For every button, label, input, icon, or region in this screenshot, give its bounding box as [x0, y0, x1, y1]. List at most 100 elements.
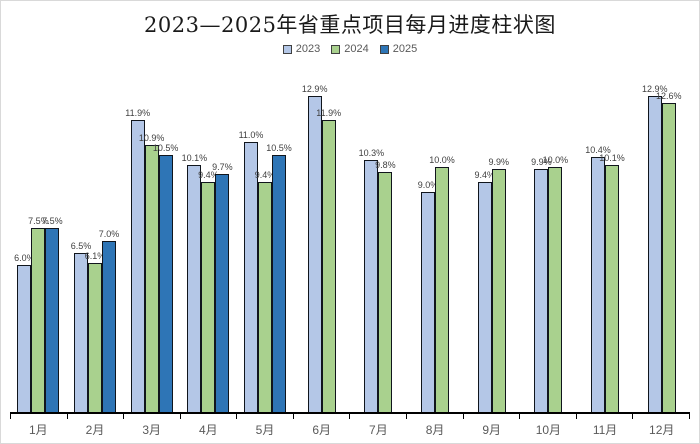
month-label-7月: 7月 [369, 423, 388, 437]
bar-value-label: 12.9% [641, 84, 668, 94]
bar-group-2月: 6.5% 6.1% 7.0% [67, 229, 124, 413]
bar-2024-4月: 9.4% [198, 170, 219, 413]
bar-group-11月: 10.4% 10.1% [577, 145, 634, 413]
chart-title: 2023—2025年省重点项目每月进度柱状图 [144, 13, 556, 37]
bar-2024-10月: 10.0% [543, 155, 568, 413]
bar-2023-5月: 11.0% [239, 130, 263, 413]
axis-tick-cell [236, 414, 293, 419]
bar-value-label: 9.4% [474, 170, 495, 180]
month-label-11月: 11月 [592, 423, 618, 437]
axis-tick-cell [406, 414, 463, 419]
bar-group-5月: 11.0% 9.4% 10.5% [237, 130, 294, 413]
month-label-3月: 3月 [142, 423, 162, 437]
month-label-6月: 6月 [312, 423, 332, 437]
axis-tick-cell [66, 414, 124, 419]
axis-tick-cell [179, 414, 237, 419]
axis-tick-cell [519, 414, 576, 419]
bar-2023-11月: 10.4% [585, 145, 611, 413]
bar-value-label: 10.1% [599, 153, 625, 163]
bar-2024-8月: 10.0% [429, 155, 455, 413]
bar-value-label: 10.4% [585, 145, 611, 155]
bar-value-label: 6.1% [84, 251, 106, 261]
month-label-5月: 5月 [255, 423, 275, 437]
bar-value-label: 11.9% [316, 108, 342, 118]
legend-swatch-2025 [379, 44, 389, 54]
bar-value-label: 7.5% [28, 216, 49, 226]
bar-value-label: 9.7% [212, 162, 233, 172]
axis-tick-cell [292, 414, 350, 419]
bar-group-4月: 10.1% 9.4% 9.7% [180, 153, 237, 413]
bar-value-label: 10.9% [138, 133, 165, 143]
bar-2024-3月: 10.9% [139, 133, 164, 413]
bar-2025-1月: 7.5% [42, 216, 63, 413]
bar-value-label: 6.0% [14, 253, 35, 263]
month-label-4月: 4月 [199, 423, 218, 437]
axis-tick-cell [10, 414, 67, 419]
bar-value-label: 7.0% [98, 229, 120, 239]
bar-group-9月: 9.4% 9.9% [463, 157, 520, 413]
bar-2025-5月: 10.5% [266, 143, 292, 413]
bar-value-label: 12.9% [301, 84, 328, 94]
bar-2024-6月: 11.9% [316, 108, 341, 413]
bar-group-12月: 12.9% 12.6% [633, 84, 690, 413]
legend-item-2025: 2025 [379, 43, 418, 55]
bar-value-label: 6.5% [70, 241, 92, 251]
bar-2023-12月: 12.9% [642, 84, 667, 413]
axis-tick-cell [632, 414, 690, 419]
bar-2024-7月: 9.8% [375, 160, 396, 413]
bar-value-label: 9.8% [375, 160, 396, 170]
legend-item-2024: 2024 [331, 43, 369, 55]
bar-2023-1月: 6.0% [14, 253, 35, 413]
legend-item-2023: 2023 [282, 43, 321, 55]
legend-label: 2024 [344, 43, 369, 55]
bar-value-label: 10.5% [152, 143, 179, 153]
legend-label: 2023 [295, 43, 321, 55]
axis-tick-cell [349, 414, 406, 419]
bar-value-label: 9.4% [198, 170, 219, 180]
bar-value-label: 10.0% [429, 155, 455, 165]
bar-value-label: 10.3% [358, 148, 385, 158]
x-axis-labels: 1月 2月 3月 4月 5月 6月 7月 8月 9月 10月 11月 12月 [10, 421, 690, 437]
bar-group-3月: 11.9% 10.9% 10.5% [123, 108, 180, 413]
bar-2024-12月: 12.6% [656, 91, 681, 413]
bar-value-label: 10.1% [181, 153, 208, 163]
bar-group-10月: 9.9% 10.0% [520, 155, 577, 413]
x-axis [10, 412, 690, 419]
axis-tick-cell [123, 414, 180, 419]
month-label-9月: 9月 [482, 423, 502, 437]
bar-2025-3月: 10.5% [153, 143, 178, 413]
bar-2023-2月: 6.5% [71, 241, 91, 413]
bar-value-label: 9.9% [531, 157, 552, 167]
bar-2025-2月: 7.0% [99, 229, 119, 413]
bar-2024-5月: 9.4% [255, 170, 275, 413]
bar-2023-3月: 11.9% [125, 108, 150, 413]
bar-group-7月: 10.3% 9.8% [350, 148, 407, 413]
bar-value-label: 7.5% [42, 216, 63, 226]
bar-2023-10月: 9.9% [531, 157, 552, 413]
month-label-10月: 10月 [535, 423, 562, 437]
bar-group-6月: 12.9% 11.9% [293, 84, 350, 413]
bar-value-label: 11.9% [125, 108, 151, 118]
bar-2023-4月: 10.1% [182, 153, 207, 413]
legend-swatch-2024 [331, 44, 341, 54]
bar-2023-9月: 9.4% [474, 170, 495, 413]
month-label-1月: 1月 [28, 423, 48, 437]
chart-legend: 2023 2024 2025 [1, 43, 699, 55]
bar-2024-11月: 10.1% [599, 153, 625, 413]
bar-value-label: 10.0% [542, 155, 569, 165]
bar-group-8月: 9.0% 10.0% [407, 155, 464, 413]
bar-value-label: 9.4% [254, 170, 276, 180]
bar-2023-6月: 12.9% [302, 84, 327, 413]
bar-2025-4月: 9.7% [212, 162, 233, 413]
plot-area: 6.0% 7.5% 7.5% 6.5% 6.1% 7.0% 11.9% 10.9% 10.5% 1… [10, 81, 690, 413]
month-label-8月: 8月 [425, 423, 445, 437]
bar-2024-2月: 6.1% [85, 251, 105, 413]
bar-value-label: 9.0% [417, 180, 439, 190]
bar-2023-8月: 9.0% [418, 180, 438, 413]
bar-group-1月: 6.0% 7.5% 7.5% [10, 216, 67, 413]
month-label-2月: 2月 [85, 423, 105, 437]
bar-value-label: 12.6% [655, 91, 682, 101]
legend-label: 2025 [392, 43, 418, 55]
bar-groups: 6.0% 7.5% 7.5% 6.5% 6.1% 7.0% 11.9% 10.9% 10.5% 1… [10, 81, 690, 413]
